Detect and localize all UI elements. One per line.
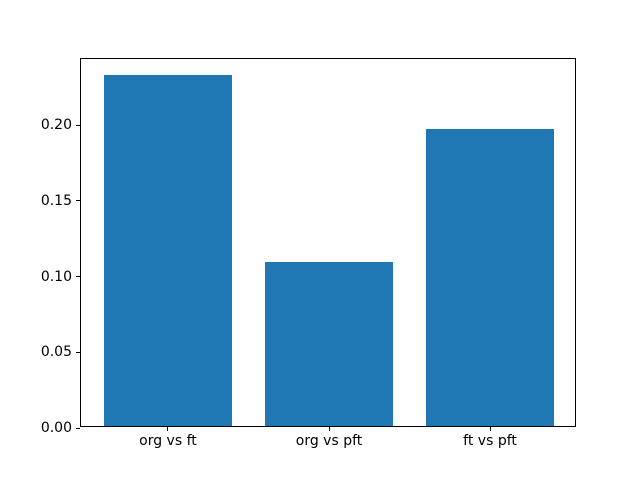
plot-area: 0.00 0.05 0.10 0.15 0.20 org vs ft org vs pft f… (41, 58, 576, 449)
y-tick-mark (76, 427, 80, 429)
x-tick-label: org vs ft (139, 433, 197, 449)
x-tick-label: ft vs pft (463, 433, 517, 449)
y-tick-mark (76, 351, 80, 353)
y-tick-label: 0.00 (40, 420, 72, 436)
y-tick-mark (76, 124, 80, 126)
y-tick-label: 0.10 (40, 268, 72, 285)
x-tick-mark (328, 427, 330, 431)
y-tick-label: 0.15 (40, 192, 72, 209)
y-tick-label: 0.20 (40, 117, 72, 134)
x-tick-mark (489, 427, 491, 431)
x-tick-label: org vs pft (295, 433, 363, 449)
y-tick-mark (76, 276, 80, 278)
bar (103, 74, 233, 426)
y-tick-label: 0.05 (40, 344, 72, 361)
y-tick-mark (76, 200, 80, 202)
bar (264, 262, 394, 426)
x-tick-mark (167, 427, 169, 431)
bar (425, 129, 555, 426)
